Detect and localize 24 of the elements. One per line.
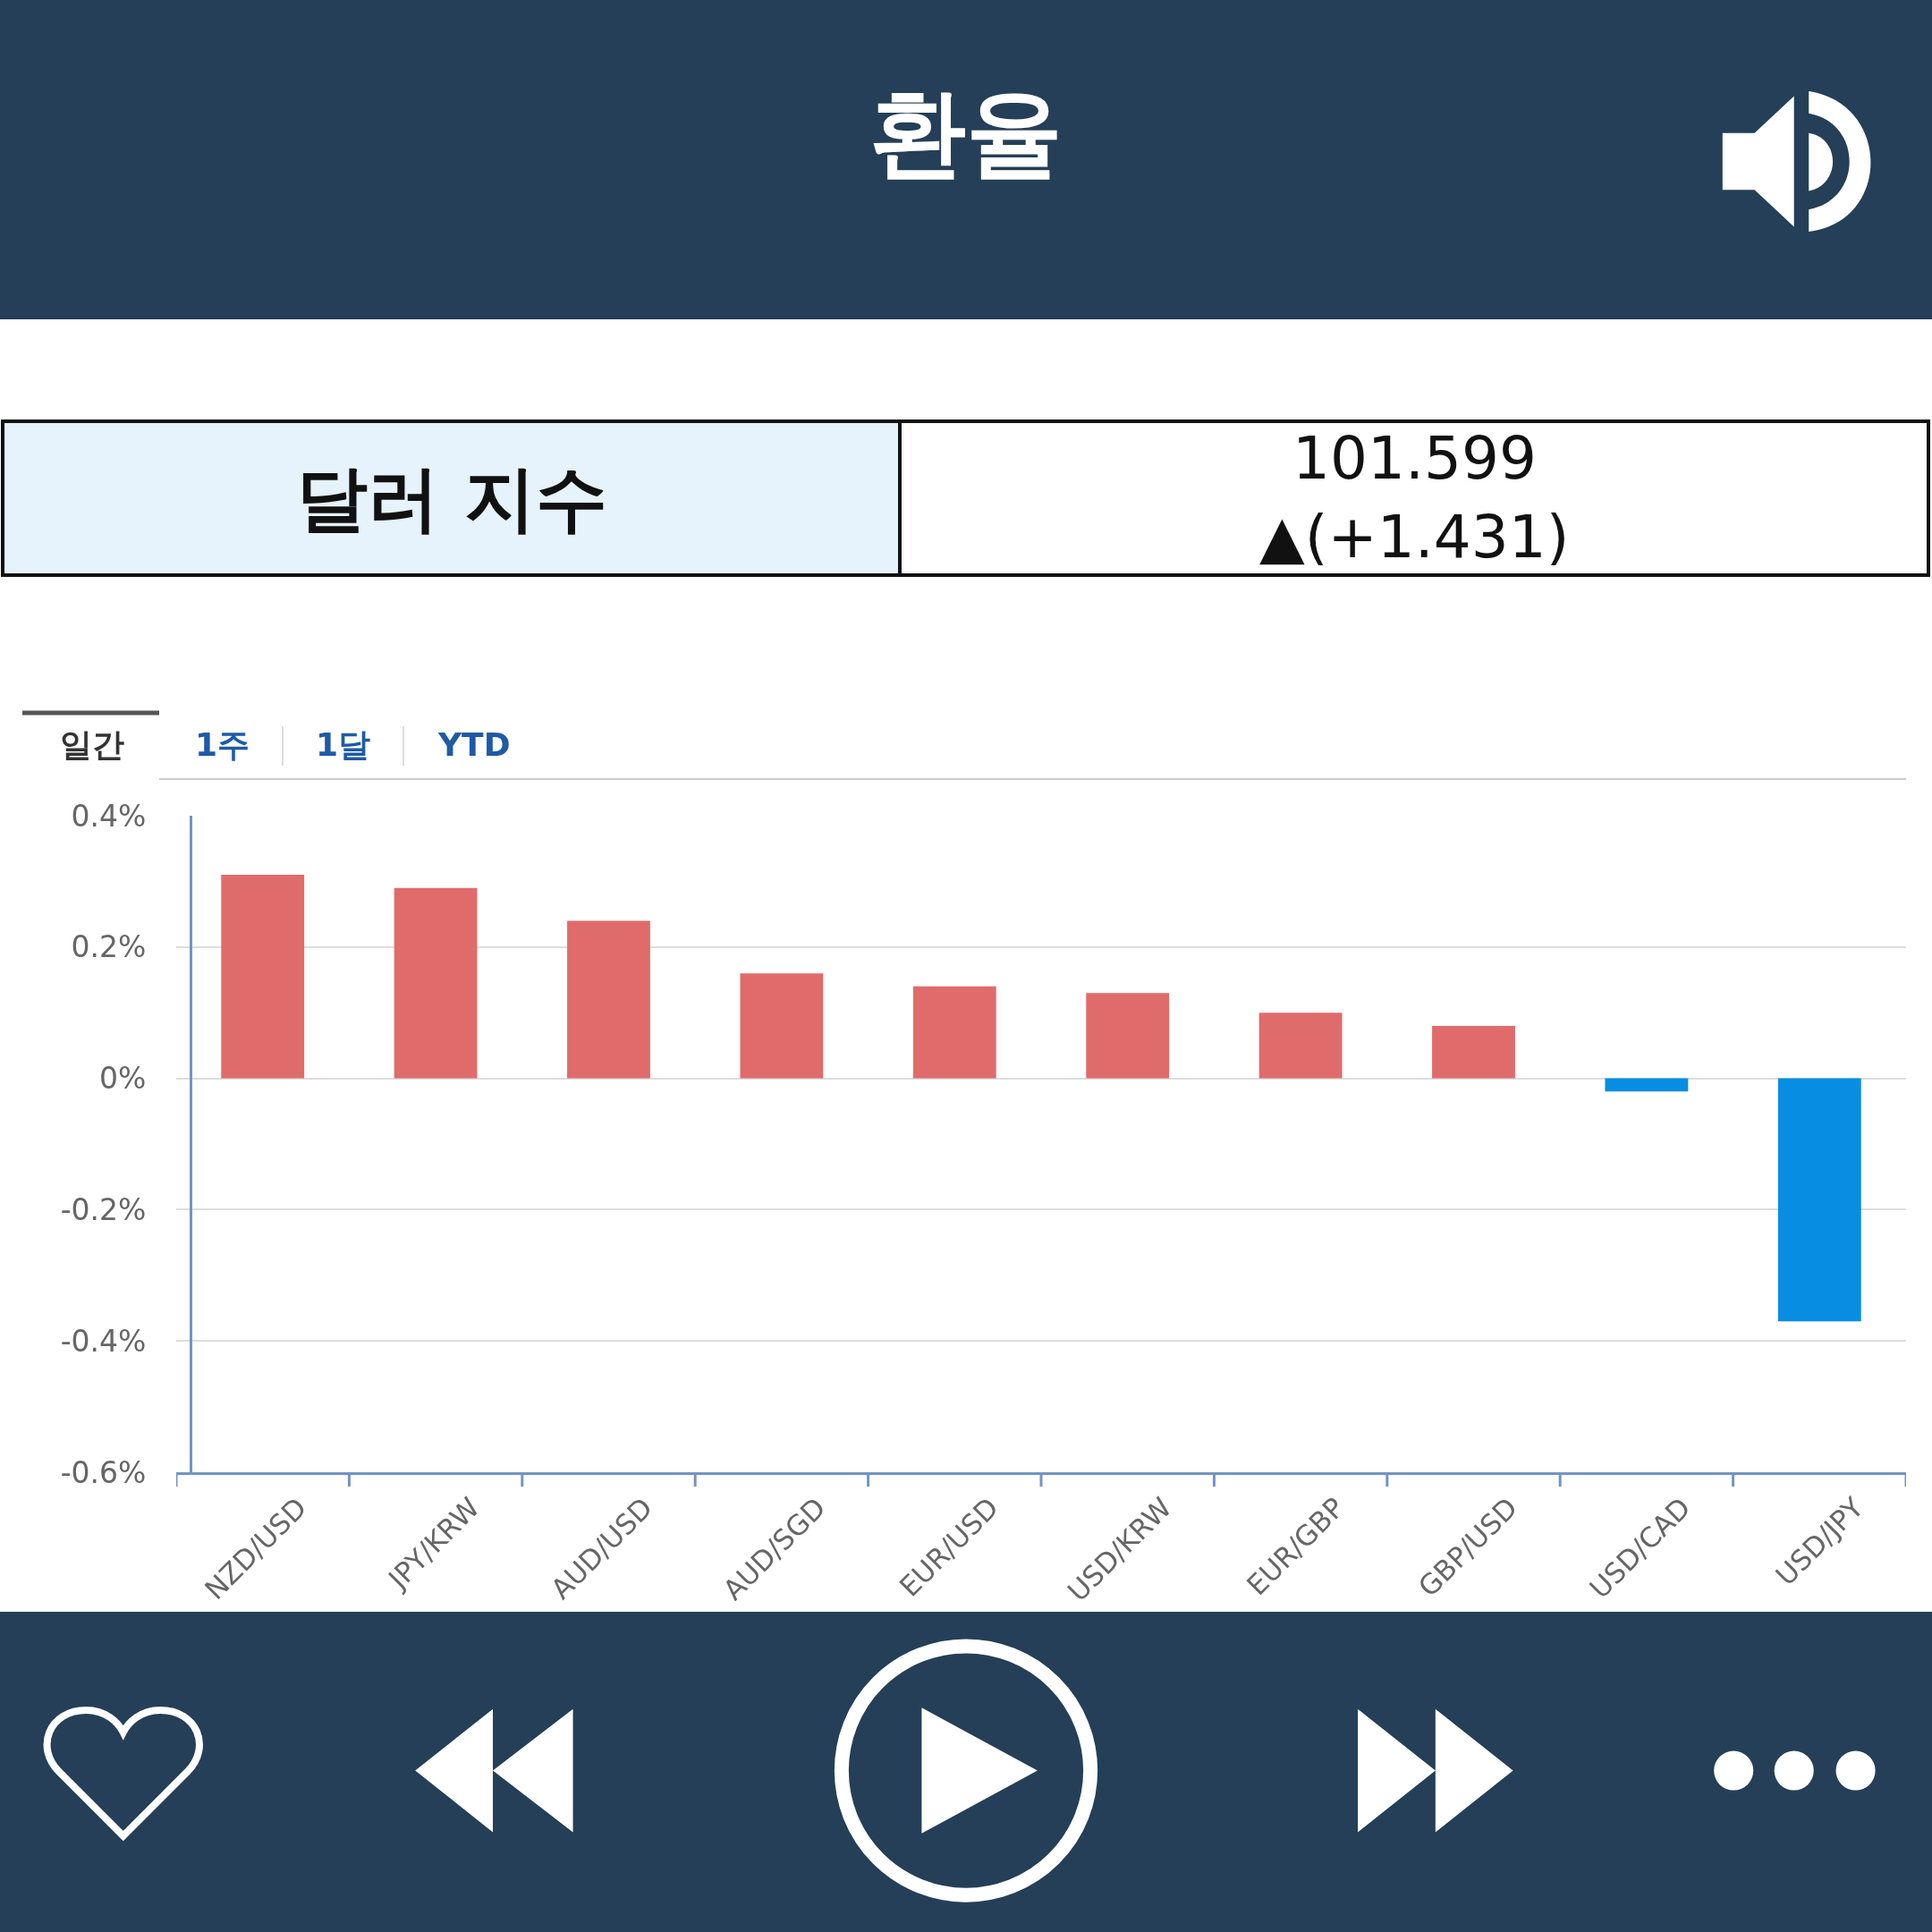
text: 일간: [60, 726, 124, 763]
text: 101.599: [1292, 424, 1537, 493]
bar: [740, 973, 824, 1079]
bar: [1258, 1013, 1343, 1079]
text: 1달: [316, 726, 371, 763]
bar: [1777, 1078, 1861, 1322]
bar: [221, 875, 305, 1079]
y-tick-label: 0%: [99, 1061, 147, 1097]
y-tick-label: -0.6%: [60, 1454, 147, 1490]
y-tick-label: 0.4%: [71, 798, 147, 834]
bar: [1432, 1025, 1515, 1079]
bar: [1605, 1078, 1689, 1092]
y-tick-label: -0.2%: [60, 1191, 147, 1227]
bar: [567, 920, 650, 1079]
text: YTD: [437, 726, 511, 763]
bar: [394, 887, 478, 1079]
y-tick-label: 0.2%: [71, 929, 147, 965]
text: 달러 지수: [296, 457, 607, 540]
y-tick-label: -0.4%: [60, 1323, 147, 1359]
text: 1주: [195, 726, 250, 763]
bar: [1086, 993, 1170, 1079]
chart-title: 환율: [869, 76, 1063, 189]
text: ▲(+1.431): [1259, 503, 1570, 572]
bar: [912, 986, 996, 1079]
